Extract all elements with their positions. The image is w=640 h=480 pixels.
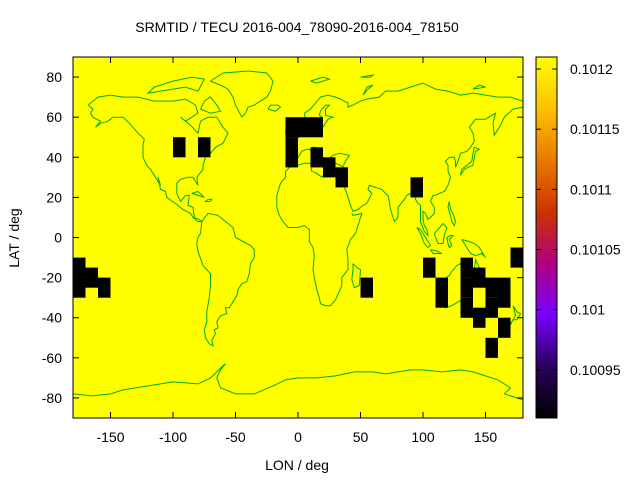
heatmap-background: [73, 57, 523, 418]
coastline-4: [276, 106, 523, 307]
coastline-10: [416, 227, 432, 249]
coastline-2: [209, 70, 274, 118]
heatmap-cell: [335, 167, 348, 188]
colorbar-tick-label: 0.101: [570, 302, 605, 318]
x-axis: -150 -100 -50 0 50 100 150: [96, 57, 497, 445]
heatmap-cell: [73, 257, 86, 278]
heatmap-cell: [173, 137, 186, 158]
colorbar: 0.1012 0.10115 0.1011 0.10105 0.101 0.10095: [535, 56, 621, 419]
y-axis: 80 60 40 20 0 -20 -40 -60 -80: [42, 69, 523, 406]
x-axis-label: LON / deg: [265, 457, 329, 473]
heatmap-cell: [498, 287, 511, 308]
plot-area: [72, 56, 524, 419]
colorbar-tick-label: 0.1012: [570, 61, 613, 77]
coastline-13: [446, 235, 455, 249]
heatmap-cell: [73, 277, 86, 298]
x-tick-label: 50: [353, 429, 369, 445]
heatmap-cell: [285, 147, 298, 168]
coastline-0: [87, 94, 229, 222]
coastline-28: [472, 84, 486, 90]
heatmap-cell: [485, 297, 498, 318]
y-tick-label: 40: [46, 149, 62, 165]
heatmap-cell: [485, 277, 498, 298]
x-tick-label: -50: [225, 429, 245, 445]
colorbar-gradient: [535, 56, 558, 419]
y-tick-label: -40: [42, 310, 62, 326]
y-tick-label: 20: [46, 189, 62, 205]
heatmap-cell: [323, 157, 336, 178]
y-tick-label: 60: [46, 109, 62, 125]
coastline-19: [267, 104, 282, 112]
colorbar-ticks: 0.1012 0.10115 0.1011 0.10105 0.101 0.10095: [536, 61, 621, 378]
coastline-21: [204, 198, 213, 202]
heatmap-cell: [198, 137, 211, 158]
y-tick-label: -80: [42, 390, 62, 406]
coastline-26: [362, 84, 374, 96]
y-tick-label: -60: [42, 350, 62, 366]
y-axis-label: LAT / deg: [6, 208, 22, 267]
x-tick-label: -150: [96, 429, 124, 445]
heatmap-cell: [410, 177, 423, 198]
coastline-15: [447, 201, 457, 227]
heatmap-cell: [460, 277, 473, 298]
coastline-23: [146, 76, 206, 94]
coastline-1: [196, 212, 255, 347]
y-tick-label: -20: [42, 270, 62, 286]
colorbar-tick-label: 0.10095: [570, 362, 621, 378]
heatmap-cells: [73, 117, 523, 358]
coastline-27: [310, 76, 331, 84]
heatmap-cell: [298, 117, 311, 138]
heatmap-cell: [485, 337, 498, 358]
x-tick-label: 150: [474, 429, 498, 445]
coastline-20: [191, 190, 205, 198]
heatmap-cell: [435, 287, 448, 308]
heatmap-cell: [285, 117, 298, 138]
colorbar-tick-label: 0.1011: [570, 181, 612, 197]
colorbar-tick-label: 0.10115: [570, 121, 620, 137]
coastline-12: [433, 222, 448, 244]
x-tick-label: -100: [159, 429, 187, 445]
coastline-24: [199, 96, 222, 114]
coastline-16: [460, 146, 481, 176]
heatmap-cell: [510, 247, 523, 268]
heatmap-cell: [460, 297, 473, 318]
coastline-25: [360, 74, 375, 78]
heatmap-cell: [473, 307, 486, 328]
coastline-11: [430, 249, 443, 254]
heatmap-cell: [498, 317, 511, 338]
y-tick-label: 80: [46, 69, 62, 85]
heatmap-cell: [310, 117, 323, 138]
heatmap-cell: [310, 147, 323, 168]
y-tick-label: 0: [54, 230, 62, 246]
heatmap-cell: [460, 257, 473, 278]
x-tick-label: 0: [294, 429, 302, 445]
coastline-14: [461, 239, 486, 258]
heatmap-cell: [473, 267, 486, 288]
heatmap-cell: [98, 277, 111, 298]
chart-title: SRMTID / TECU 2016-004_78090-2016-004_78…: [135, 19, 459, 35]
colorbar-tick-label: 0.10105: [570, 242, 621, 258]
heatmap-cell: [360, 277, 373, 298]
coastline-6: [351, 263, 362, 289]
heatmap-cell: [423, 257, 436, 278]
x-tick-label: 100: [411, 429, 435, 445]
heatmap-cell: [85, 267, 98, 288]
coastline-22: [73, 363, 523, 401]
